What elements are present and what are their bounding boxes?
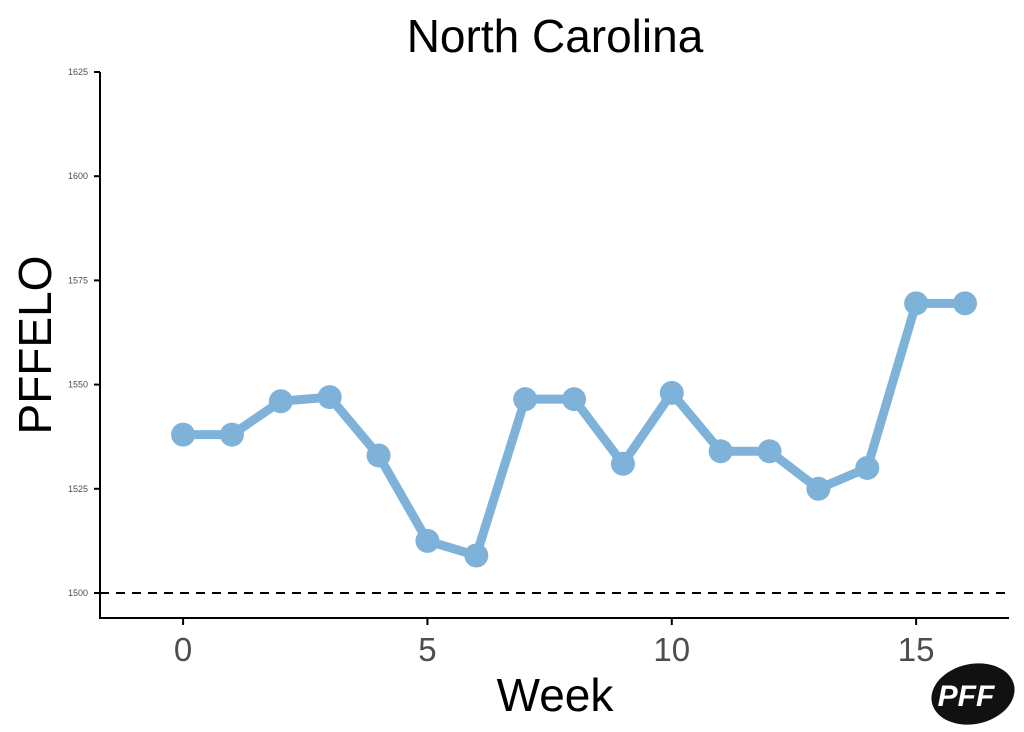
data-point-week-8 — [562, 387, 587, 412]
data-point-week-3 — [317, 385, 342, 410]
data-point-week-4 — [366, 443, 391, 468]
y-axis-title: PFFELO — [9, 256, 61, 435]
x-tick-label-15: 15 — [898, 631, 935, 668]
data-point-week-0 — [171, 422, 196, 447]
x-tick-label-0: 0 — [174, 631, 192, 668]
y-tick-label-1550: 1550 — [68, 380, 88, 390]
y-tick-label-1575: 1575 — [68, 275, 88, 285]
data-point-week-12 — [757, 439, 782, 464]
axes — [99, 72, 1009, 619]
data-point-week-5 — [415, 528, 440, 553]
x-tick-label-10: 10 — [653, 631, 690, 668]
data-point-week-2 — [268, 389, 293, 414]
data-point-week-1 — [219, 422, 244, 447]
data-point-week-11 — [708, 439, 733, 464]
x-tick-label-5: 5 — [418, 631, 436, 668]
y-ticks: 1500 1525 1550 1575 1600 1625 — [68, 67, 100, 598]
data-point-week-13 — [806, 476, 831, 501]
data-point-week-10 — [659, 380, 684, 405]
data-point-week-15 — [904, 291, 929, 316]
chart-title: North Carolina — [407, 10, 704, 62]
logo-text: PFF — [938, 680, 995, 713]
logo-badge — [931, 663, 1015, 725]
x-axis-title: Week — [497, 669, 615, 721]
data-point-week-7 — [513, 387, 538, 412]
y-tick-label-1500: 1500 — [68, 588, 88, 598]
y-tick-label-1600: 1600 — [68, 171, 88, 181]
data-point-week-9 — [610, 451, 635, 476]
series-group — [171, 291, 978, 568]
x-ticks: 0 5 10 15 — [174, 618, 935, 668]
y-tick-label-1625: 1625 — [68, 67, 88, 77]
data-point-week-6 — [464, 543, 489, 568]
series-line-0 — [178, 298, 970, 560]
data-point-week-14 — [855, 455, 880, 480]
data-point-week-16 — [953, 291, 978, 316]
y-tick-label-1525: 1525 — [68, 484, 88, 494]
pff-logo: PFF — [931, 663, 1015, 725]
